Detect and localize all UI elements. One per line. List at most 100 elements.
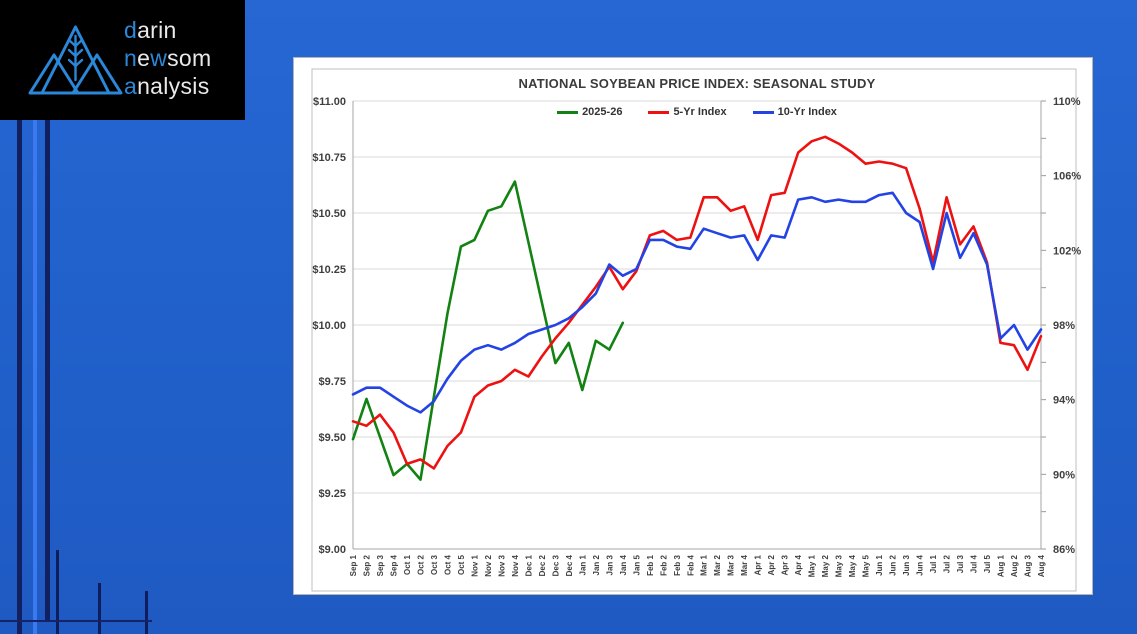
x-axis-label: Sep 4 bbox=[389, 554, 398, 576]
x-axis-label: Apr 2 bbox=[767, 554, 776, 575]
logo-letter: d bbox=[124, 17, 138, 43]
x-axis-label: Dec 3 bbox=[551, 554, 560, 576]
dna-logo: darin newsom analysis bbox=[0, 0, 245, 120]
x-axis-label: Mar 4 bbox=[740, 554, 749, 575]
logo-letter: arin bbox=[137, 17, 177, 43]
legend-item-2025-26: 2025-26 bbox=[557, 106, 622, 118]
legend-line-swatch bbox=[752, 110, 774, 114]
x-axis-label: Sep 2 bbox=[362, 554, 371, 576]
x-axis-label: May 5 bbox=[862, 554, 871, 577]
x-axis-label: Sep 3 bbox=[376, 554, 385, 576]
logo-letter: nalysis bbox=[137, 73, 210, 99]
x-axis-label: May 3 bbox=[835, 554, 844, 577]
x-axis-label: Jul 4 bbox=[970, 554, 979, 573]
y-axis-right-label: 98% bbox=[1053, 320, 1075, 332]
x-axis-label: Oct 4 bbox=[443, 554, 452, 575]
x-axis-label: Mar 1 bbox=[700, 554, 709, 575]
x-axis-label: Aug 2 bbox=[1010, 554, 1019, 577]
logo-letter: a bbox=[124, 73, 138, 99]
x-axis-label: Jul 5 bbox=[983, 554, 992, 573]
x-axis-label: Mar 2 bbox=[713, 554, 722, 575]
x-axis-label: May 2 bbox=[821, 554, 830, 577]
decor-stripe-accent bbox=[33, 0, 37, 634]
logo-letter: n bbox=[124, 45, 138, 71]
y-axis-right-label: 110% bbox=[1053, 96, 1081, 108]
legend-item-5yr-index: 5-Yr Index bbox=[648, 106, 727, 118]
seasonal-study-plot: $11.00 $10.75 $10.50 $10.25 $10.00 $9.75 $9.50… bbox=[311, 68, 1081, 592]
logo-text: darin newsom analysis bbox=[124, 16, 211, 100]
y-axis-right-label: 90% bbox=[1053, 469, 1075, 481]
x-axis-label: Nov 3 bbox=[497, 554, 506, 576]
y-axis-left-label: $9.50 bbox=[318, 432, 346, 444]
x-axis-label: Jul 3 bbox=[956, 554, 965, 573]
x-axis-label: Jun 2 bbox=[889, 554, 898, 575]
x-axis-label: May 4 bbox=[848, 554, 857, 577]
legend-item-10yr-index: 10-Yr Index bbox=[752, 106, 837, 118]
x-axis-label: Oct 5 bbox=[457, 554, 466, 575]
series-line-5-yr-index bbox=[351, 135, 1043, 470]
y-axis-left-label: $9.00 bbox=[318, 544, 346, 556]
legend-label: 2025-26 bbox=[582, 106, 623, 118]
x-axis-label: Jun 1 bbox=[875, 554, 884, 575]
x-axis-label: Jan 1 bbox=[578, 554, 587, 575]
legend-line-swatch bbox=[648, 110, 670, 114]
logo-letter: e bbox=[137, 45, 151, 71]
y-axis-left-label: $10.50 bbox=[312, 208, 346, 220]
x-axis-label: Jan 4 bbox=[619, 554, 628, 575]
x-axis-label: Nov 4 bbox=[511, 554, 520, 576]
x-axis-label: Feb 2 bbox=[659, 554, 668, 575]
x-axis-label: Jan 2 bbox=[592, 554, 601, 575]
x-axis-label: Apr 1 bbox=[754, 554, 763, 575]
chart-legend: 2025-26 5-Yr Index 10-Yr Index bbox=[353, 106, 1041, 118]
x-axis-label: May 1 bbox=[808, 554, 817, 577]
legend-label: 5-Yr Index bbox=[673, 106, 727, 118]
y-axis-left-label: $9.75 bbox=[318, 376, 346, 388]
x-axis-label: Sep 1 bbox=[349, 554, 358, 576]
chart-title: NATIONAL SOYBEAN PRICE INDEX: SEASONAL S… bbox=[518, 76, 876, 91]
decor-stripe bbox=[56, 550, 59, 634]
x-axis-label: Apr 3 bbox=[781, 554, 790, 575]
x-axis-label: Jun 4 bbox=[916, 554, 925, 575]
x-axis-label: Jun 3 bbox=[902, 554, 911, 575]
x-axis-label: Dec 2 bbox=[538, 554, 547, 576]
x-axis-label: Feb 4 bbox=[686, 554, 695, 575]
x-axis-label: Nov 2 bbox=[484, 554, 493, 576]
decor-stripe bbox=[98, 583, 101, 634]
x-axis-label: Jan 5 bbox=[632, 554, 641, 575]
x-axis-label: Aug 4 bbox=[1037, 554, 1046, 577]
decor-line bbox=[0, 620, 152, 622]
x-axis-label: Nov 1 bbox=[470, 554, 479, 576]
y-axis-left-label: $9.25 bbox=[318, 488, 346, 500]
x-axis-label: Oct 3 bbox=[430, 554, 439, 575]
x-axis-label: Mar 3 bbox=[727, 554, 736, 575]
logo-letter: som bbox=[167, 45, 212, 71]
y-axis-left-label: $10.25 bbox=[312, 264, 346, 276]
x-axis-label: Oct 2 bbox=[416, 554, 425, 575]
decor-stripe bbox=[145, 591, 148, 634]
x-axis-label: Jan 3 bbox=[605, 554, 614, 575]
x-axis-label: Aug 3 bbox=[1024, 554, 1033, 577]
y-axis-right-label: 106% bbox=[1053, 171, 1081, 183]
x-axis-label: Jul 2 bbox=[943, 554, 952, 573]
series-line-2025-26 bbox=[351, 180, 625, 481]
legend-label: 10-Yr Index bbox=[777, 106, 837, 118]
x-axis-label: Dec 4 bbox=[565, 554, 574, 576]
x-axis-label: Jul 1 bbox=[929, 554, 938, 573]
legend-line-swatch bbox=[557, 110, 579, 114]
y-axis-right-label: 102% bbox=[1053, 245, 1081, 257]
x-axis-label: Feb 1 bbox=[646, 554, 655, 575]
y-axis-left-label: $10.75 bbox=[312, 152, 346, 164]
x-axis-label: Aug 1 bbox=[997, 554, 1006, 577]
x-axis-label: Oct 1 bbox=[403, 554, 412, 575]
x-axis-label: Feb 3 bbox=[673, 554, 682, 575]
y-axis-right-label: 94% bbox=[1053, 395, 1075, 407]
mountains-wheat-icon bbox=[28, 25, 123, 95]
x-axis-label: Apr 4 bbox=[794, 554, 803, 575]
y-axis-left-label: $11.00 bbox=[313, 96, 346, 108]
y-axis-right-label: 86% bbox=[1053, 544, 1075, 556]
decor-stripe bbox=[45, 118, 50, 621]
series-line-10-yr-index bbox=[351, 191, 1043, 414]
logo-letter: w bbox=[150, 45, 168, 71]
chart-frame bbox=[311, 68, 1077, 592]
